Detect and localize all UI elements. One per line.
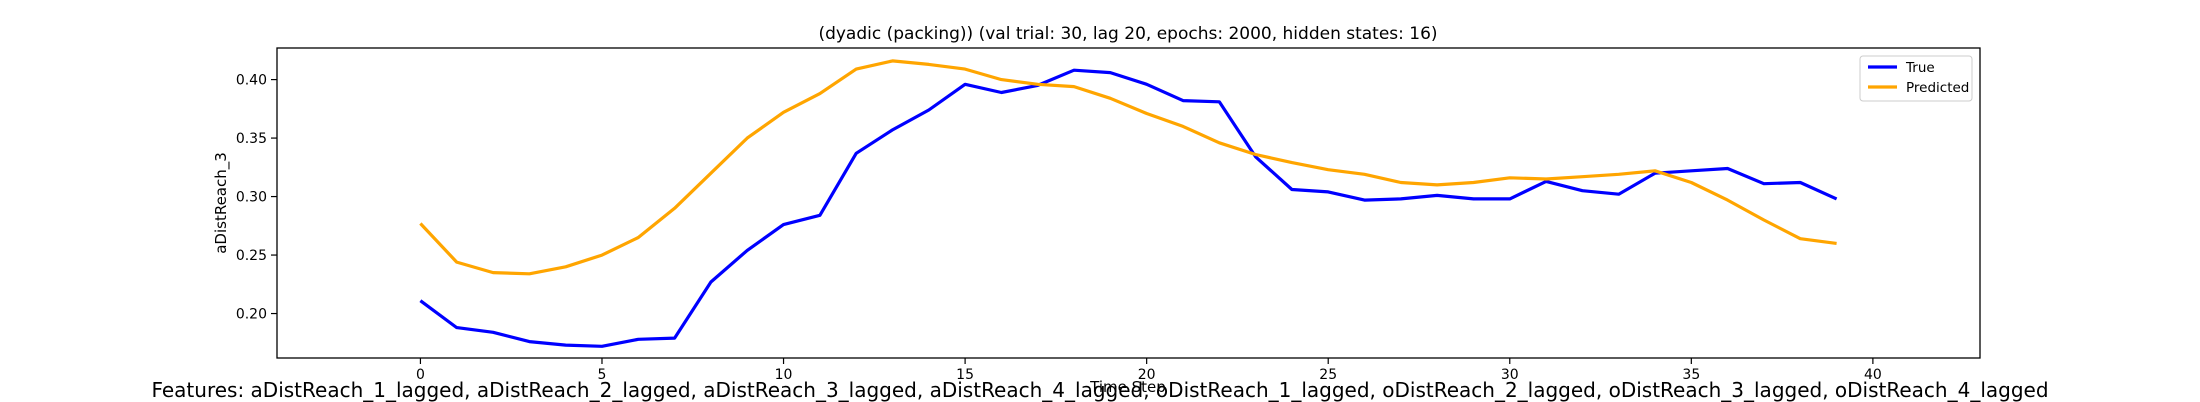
series-lines xyxy=(420,61,1836,346)
y-tick-label: 0.30 xyxy=(236,190,267,206)
series-line-true xyxy=(420,70,1836,346)
plot-frame xyxy=(277,48,1980,358)
y-tick-label: 0.40 xyxy=(236,73,267,89)
legend-label-predicted: Predicted xyxy=(1906,80,1969,96)
y-tick-label: 0.20 xyxy=(236,307,267,323)
y-axis-label: aDistReach_3 xyxy=(212,152,231,254)
legend: True Predicted xyxy=(1860,56,1972,101)
series-line-predicted xyxy=(420,61,1836,274)
chart-title: (dyadic (packing)) (val trial: 30, lag 2… xyxy=(818,24,1437,44)
features-caption: Features: aDistReach_1_lagged, aDistReac… xyxy=(0,379,2200,401)
y-tick-label: 0.35 xyxy=(236,131,267,147)
y-axis: 0.20 0.25 0.30 0.35 0.40 xyxy=(236,73,277,323)
plot-area xyxy=(277,48,1980,358)
y-tick-label: 0.25 xyxy=(236,248,267,264)
legend-label-true: True xyxy=(1905,60,1935,76)
